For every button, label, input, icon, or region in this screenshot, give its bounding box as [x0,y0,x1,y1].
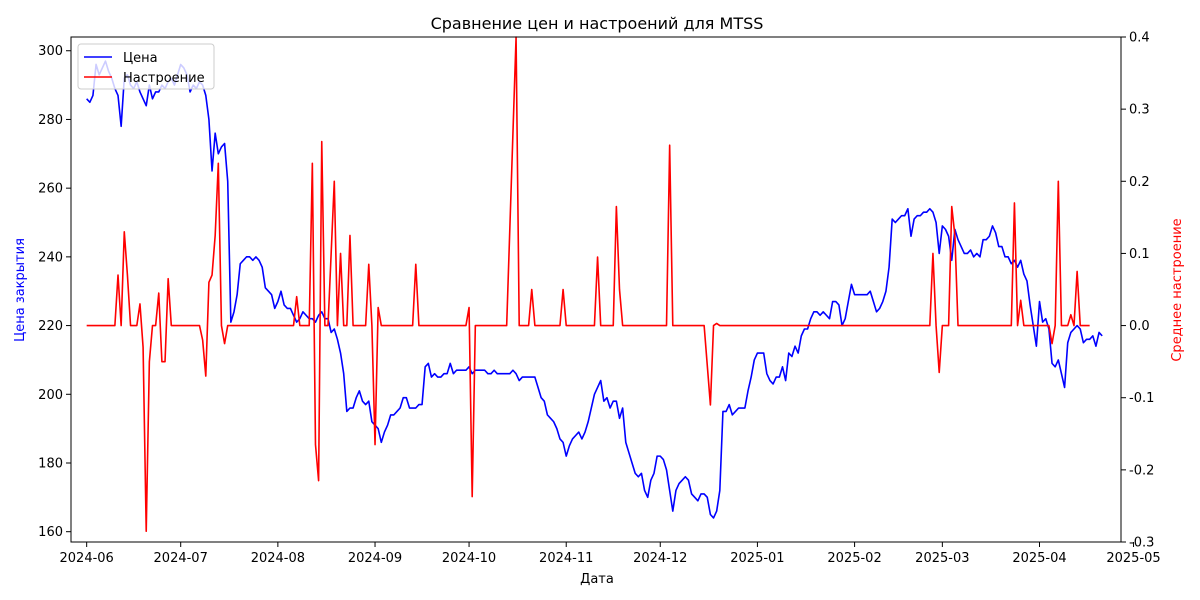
y-left-tick-label: 220 [38,319,63,334]
y-left-tick-label: 280 [38,113,63,128]
y-left-tick-label: 260 [38,182,63,197]
plot-area [86,36,1103,532]
legend-label-sentiment: Настроение [123,71,205,86]
plot-frame [70,36,1122,543]
x-tick-label: 2025-04 [1012,551,1066,566]
x-tick-label: 2024-10 [442,551,496,566]
y-right-tick-label: -0.2 [1129,463,1154,478]
y-left-tick-label: 200 [38,388,63,403]
y-axis-right-label: Среднее настроение [1170,218,1185,361]
y-left-tick-label: 240 [38,250,63,265]
x-tick-label: 2024-07 [154,551,208,566]
x-tick-label: 2025-02 [827,551,881,566]
x-tick-label: 2025-05 [1106,551,1160,566]
y-right-tick-label: 0.0 [1129,319,1150,334]
x-tick-label: 2024-08 [251,551,305,566]
y-axis-right: -0.3 -0.2 -0.1 0.0 0.1 0.2 0.3 0.4 [1121,31,1154,551]
x-tick-label: 2024-12 [633,551,687,566]
x-tick-label: 2025-01 [730,551,784,566]
series-line-price [86,60,1103,519]
x-tick-label: 2024-11 [539,551,593,566]
y-left-tick-label: 160 [38,525,63,540]
y-left-tick-label: 300 [38,44,63,59]
legend-label-price: Цена [123,51,158,66]
x-tick-label: 2024-09 [348,551,402,566]
y-right-tick-label: 0.1 [1129,247,1150,262]
y-left-tick-label: 180 [38,456,63,471]
y-right-tick-label: -0.1 [1129,391,1154,406]
x-axis: 2024-06 2024-07 2024-08 2024-09 2024-10 2024-… [60,542,1161,566]
y-right-tick-label: 0.3 [1129,103,1150,118]
chart-title: Сравнение цен и настроений для MTSS [431,14,764,33]
y-right-tick-label: -0.3 [1129,536,1154,551]
x-tick-label: 2025-03 [915,551,969,566]
y-axis-left-label: Цена закрытия [13,238,28,342]
x-axis-label: Дата [580,572,614,587]
y-right-tick-label: 0.4 [1129,31,1150,46]
y-axis-left: 160 180 200 220 240 260 280 300 [38,44,71,540]
series-line-sentiment [86,36,1090,532]
x-tick-label: 2024-06 [60,551,114,566]
legend: Цена Настроение [77,43,215,90]
y-right-tick-label: 0.2 [1129,175,1150,190]
